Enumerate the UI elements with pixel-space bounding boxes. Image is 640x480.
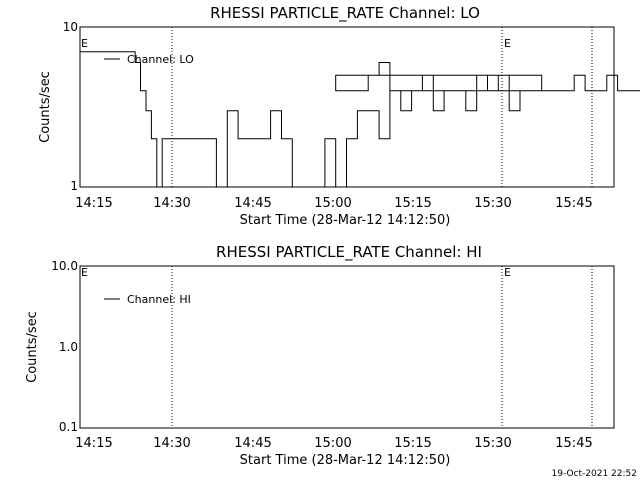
y-tick-label-hi-1: 1.0 — [59, 340, 78, 354]
x-tick-label-hi-1515: 15:15 — [394, 436, 431, 451]
x-tick-label-lo-1500: 15:00 — [314, 196, 351, 211]
event-marker-lo-1: E — [81, 37, 88, 50]
y-tick-label-hi-01: 0.1 — [59, 420, 78, 434]
y-axis-label-lo: Counts/sec — [38, 71, 53, 143]
x-tick-label-hi-1445: 14:45 — [234, 436, 271, 451]
x-tick-label-hi-1500: 15:00 — [314, 436, 351, 451]
x-tick-label-hi-1415: 14:15 — [75, 436, 112, 451]
x-tick-label-hi-1545: 15:45 — [555, 436, 592, 451]
plot-frame-hi — [79, 265, 615, 429]
x-tick-label-lo-1515: 15:15 — [394, 196, 431, 211]
x-tick-label-lo-1545: 15:45 — [555, 196, 592, 211]
y-tick-label-hi-10: 10.0 — [51, 259, 78, 273]
x-tick-label-lo-1415: 14:15 — [75, 196, 112, 211]
footer-timestamp: 19-Oct-2021 22:52 — [552, 469, 637, 479]
chart-title-hi: RHESSI PARTICLE_RATE Channel: HI — [216, 243, 482, 262]
series-line-lo — [80, 51, 640, 188]
x-tick-label-lo-1445: 14:45 — [234, 196, 271, 211]
legend-label-lo: Channel: LO — [127, 53, 194, 66]
panel-hi: RHESSI PARTICLE_RATE Channel: HI 10.0 1.… — [25, 243, 615, 468]
event-marker-hi-1: E — [81, 266, 88, 279]
x-tick-label-hi-1430: 14:30 — [153, 436, 190, 451]
x-tick-label-lo-1430: 14:30 — [153, 196, 190, 211]
event-marker-lo-2: E — [504, 37, 511, 50]
x-axis-label-lo: Start Time (28-Mar-12 14:12:50) — [240, 213, 451, 228]
legend-label-hi: Channel: HI — [127, 293, 191, 306]
y-tick-label-lo-1: 1 — [70, 179, 78, 193]
chart-title-lo: RHESSI PARTICLE_RATE Channel: LO — [210, 4, 480, 23]
panel-lo: RHESSI PARTICLE_RATE Channel: LO 10 1 Co… — [38, 4, 640, 228]
y-axis-label-hi: Counts/sec — [25, 311, 40, 383]
x-tick-label-lo-1530: 15:30 — [474, 196, 511, 211]
y-tick-label-lo-10: 10 — [63, 20, 78, 34]
x-tick-label-hi-1530: 15:30 — [474, 436, 511, 451]
x-axis-label-hi: Start Time (28-Mar-12 14:12:50) — [240, 453, 451, 468]
event-marker-hi-2: E — [504, 266, 511, 279]
